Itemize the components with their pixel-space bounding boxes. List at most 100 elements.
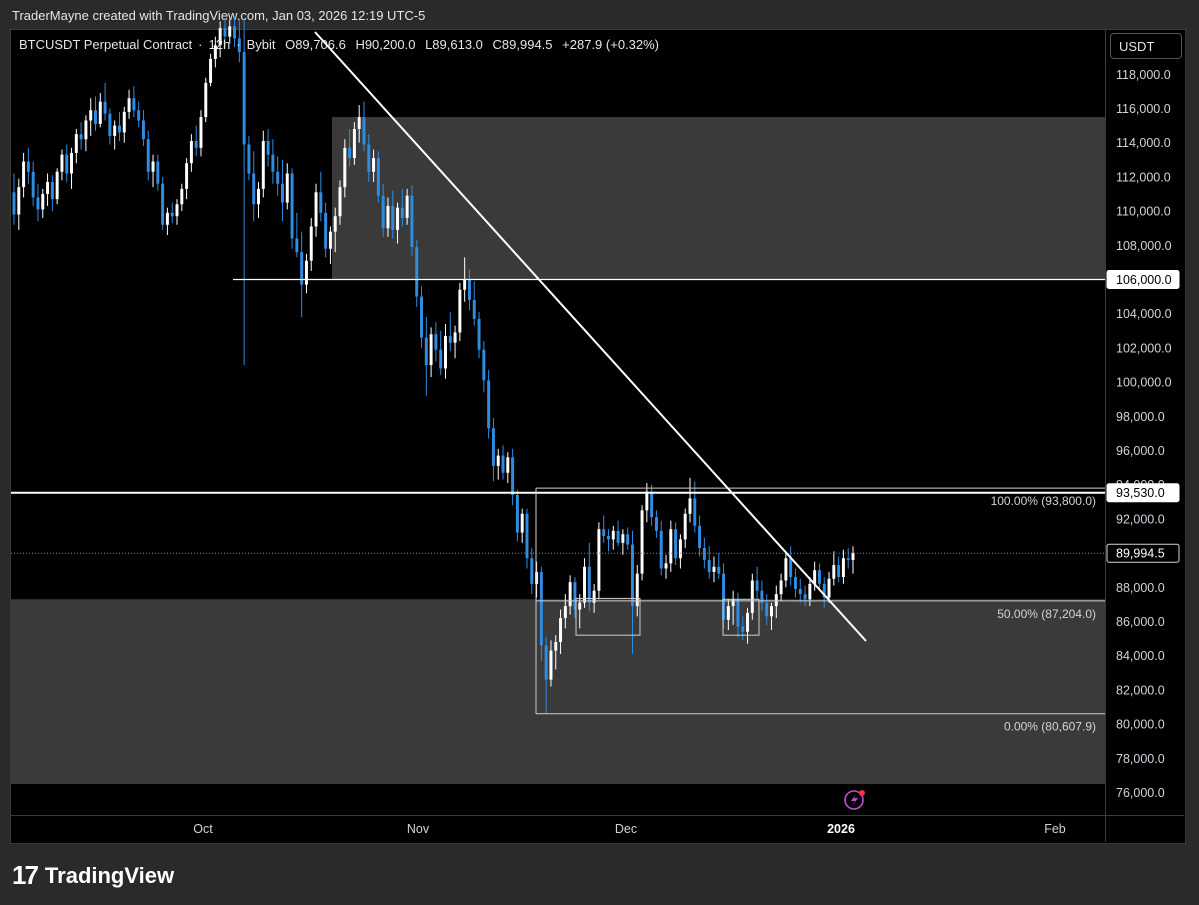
candle-body xyxy=(295,238,299,253)
y-tick-label: 80,000.0 xyxy=(1116,718,1165,732)
candle-body xyxy=(185,163,189,189)
candle-body xyxy=(746,612,750,632)
candle-body xyxy=(568,582,572,607)
candle xyxy=(141,110,145,147)
candle xyxy=(362,101,366,152)
candle xyxy=(741,616,745,641)
candle xyxy=(405,188,409,225)
candle xyxy=(707,546,711,579)
candle-body xyxy=(434,334,438,350)
symbol-name[interactable]: BTCUSDT Perpetual Contract xyxy=(19,37,193,52)
candle-body xyxy=(678,539,682,559)
currency-button[interactable]: USDT xyxy=(1110,33,1182,59)
candle-body xyxy=(290,173,294,239)
candle-body xyxy=(31,171,35,198)
candle xyxy=(640,505,644,581)
candle xyxy=(199,110,203,157)
candle xyxy=(765,594,769,625)
candle-body xyxy=(12,192,16,215)
candle-body xyxy=(477,318,481,350)
candle-body xyxy=(41,194,45,210)
x-tick-label: 2026 xyxy=(827,822,855,836)
candle-body xyxy=(252,173,256,205)
candle-body xyxy=(587,566,591,603)
range-box xyxy=(575,597,641,636)
candle-body xyxy=(750,580,754,613)
tradingview-brand[interactable]: 17 TradingView xyxy=(12,860,174,891)
candle-body xyxy=(439,349,443,369)
candle-body xyxy=(635,573,639,607)
candle-body xyxy=(199,117,203,148)
candle xyxy=(280,159,284,222)
candle-body xyxy=(209,58,213,83)
candle-body xyxy=(300,252,304,285)
candle-body xyxy=(50,182,54,200)
candle-body xyxy=(549,650,553,680)
candle-body xyxy=(506,457,510,473)
candle xyxy=(525,508,529,569)
candle xyxy=(98,93,102,128)
candle-body xyxy=(266,140,270,155)
candle xyxy=(367,134,371,183)
candle-body xyxy=(458,289,462,333)
y-tick-label: 112,000.0 xyxy=(1116,170,1171,184)
candle xyxy=(165,207,169,236)
candle xyxy=(760,580,764,612)
candle xyxy=(693,481,697,533)
lightning-icon[interactable] xyxy=(844,790,865,810)
candle-body xyxy=(285,173,289,203)
y-tick-label: 118,000.0 xyxy=(1116,68,1171,82)
candle xyxy=(89,98,93,136)
candle xyxy=(343,139,347,198)
candle-body xyxy=(367,144,371,172)
candle xyxy=(755,566,759,600)
candle-body xyxy=(688,498,692,514)
candle-body xyxy=(563,606,567,619)
candle xyxy=(50,175,54,212)
candle-body xyxy=(482,349,486,381)
candle xyxy=(530,547,534,595)
candle xyxy=(151,154,155,188)
descending-trendline xyxy=(314,31,867,642)
candle xyxy=(678,534,682,569)
candle xyxy=(429,327,433,377)
candle-body xyxy=(827,578,831,598)
candle xyxy=(511,448,515,506)
candle-body xyxy=(391,205,395,230)
candle-body xyxy=(654,517,658,531)
y-tick-label: 114,000.0 xyxy=(1116,136,1171,150)
candle-body xyxy=(362,117,366,145)
candle-body xyxy=(396,207,400,230)
candle xyxy=(396,202,400,244)
candle xyxy=(746,607,750,644)
candle xyxy=(290,168,294,249)
candle-body xyxy=(429,334,433,365)
fib-level-label: 0.00% (80,607.9) xyxy=(1004,720,1096,734)
candle-body xyxy=(156,161,160,184)
candle xyxy=(770,602,773,631)
candle-body xyxy=(357,117,361,130)
candle xyxy=(117,111,121,141)
candle-body xyxy=(535,571,539,584)
x-tick-label: Nov xyxy=(407,822,430,836)
candle-body xyxy=(789,558,793,578)
candle xyxy=(74,129,78,164)
candle-body xyxy=(463,279,467,290)
y-tick-label: 108,000.0 xyxy=(1116,239,1172,253)
candle-body xyxy=(817,570,821,584)
candle xyxy=(257,182,260,218)
candle-body xyxy=(271,154,275,172)
candle-body xyxy=(410,195,414,248)
candle xyxy=(46,173,50,206)
symbol-legend: BTCUSDT Perpetual Contract · 12h · Bybit O89… xyxy=(19,37,665,52)
interval-label[interactable]: 12h xyxy=(208,37,231,52)
candle-body xyxy=(597,529,601,591)
candle-body xyxy=(453,332,457,343)
candle xyxy=(103,82,107,121)
candle xyxy=(544,636,548,714)
candle xyxy=(17,178,21,230)
candle xyxy=(578,594,582,629)
candle-body xyxy=(774,594,778,607)
y-tick-label: 110,000.0 xyxy=(1116,205,1171,219)
